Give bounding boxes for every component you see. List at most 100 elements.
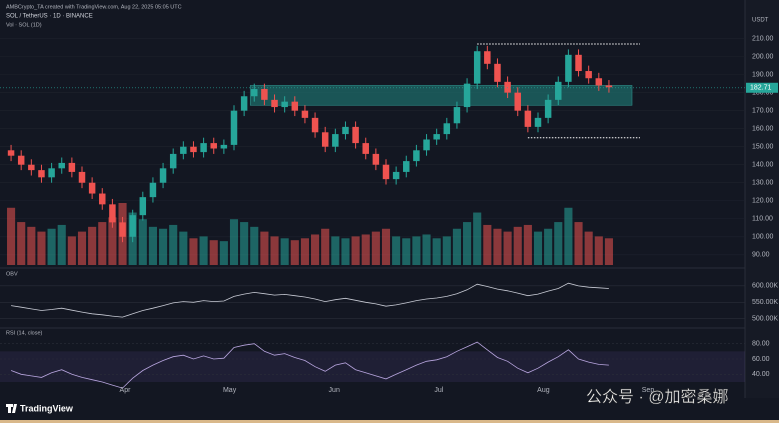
candle-body xyxy=(504,81,511,93)
volume-bar xyxy=(169,224,178,265)
x-tick-label: Jun xyxy=(329,387,340,394)
last-price-tag xyxy=(746,82,778,93)
footer-border xyxy=(0,420,779,423)
volume-bar xyxy=(240,222,249,265)
volume-bar xyxy=(523,224,532,265)
volume-bar xyxy=(57,224,66,265)
candle-body xyxy=(494,63,501,82)
brand: TradingView xyxy=(20,403,74,413)
candle-body xyxy=(68,162,76,172)
candle-body xyxy=(129,215,136,237)
candle-body xyxy=(575,54,582,72)
volume-bar xyxy=(229,219,239,265)
candle-body xyxy=(403,161,410,172)
x-tick-label: Apr xyxy=(120,387,132,394)
volume-bar xyxy=(503,231,512,265)
candle-body xyxy=(291,101,299,111)
volume-bar xyxy=(138,219,147,265)
volume-bar xyxy=(392,236,401,265)
last-price-label: 182.71 xyxy=(750,85,772,92)
volume-bar xyxy=(574,222,583,265)
candle-body xyxy=(78,171,86,183)
volume-bar xyxy=(27,226,36,265)
currency: USDT xyxy=(752,18,769,24)
candle-body xyxy=(352,126,359,144)
volume-bar xyxy=(7,207,16,265)
x-tick-label: Jul xyxy=(434,387,443,394)
brand-logo xyxy=(6,404,17,413)
y-tick-label: 110.00 xyxy=(752,216,773,223)
volume-bar xyxy=(37,231,46,265)
y-tick-label: 60.00 xyxy=(752,356,770,363)
volume-bar xyxy=(88,226,97,265)
candle-body xyxy=(180,146,187,154)
candle-body xyxy=(139,197,147,216)
candle-body xyxy=(7,150,15,156)
candle-body xyxy=(362,143,369,154)
volume-bar xyxy=(584,231,593,265)
y-tick-label: 600.00K xyxy=(752,283,778,290)
volume-bar xyxy=(351,236,360,265)
rsi-name: RSI (14, close) xyxy=(6,330,43,336)
volume-bar xyxy=(554,222,563,265)
candle-body xyxy=(200,143,207,153)
volume-bar xyxy=(98,222,107,265)
volume-bar xyxy=(544,228,553,265)
candle-body xyxy=(605,85,613,88)
volume-bar xyxy=(179,231,188,265)
volume-bar xyxy=(432,238,441,265)
candle-body xyxy=(301,110,309,118)
y-tick-label: 190.00 xyxy=(752,71,774,78)
volume-bar xyxy=(189,238,198,265)
watermark: 公众号 · @加密桑娜 xyxy=(586,388,728,406)
candle-body xyxy=(48,168,55,178)
volume-bar xyxy=(331,236,340,265)
x-tick-label: Sep xyxy=(642,387,655,394)
volume-bar xyxy=(270,236,279,265)
volume-bar xyxy=(463,222,472,265)
volume-bar xyxy=(108,217,117,265)
obv-name: OBV xyxy=(6,271,18,277)
candle-body xyxy=(423,139,430,151)
volume-bar xyxy=(402,238,411,265)
volume-bar xyxy=(513,226,522,265)
y-tick-label: 140.00 xyxy=(752,162,774,169)
candle-body xyxy=(595,78,603,86)
volume-bar xyxy=(483,224,492,265)
candle-body xyxy=(433,134,440,140)
volume-bar xyxy=(17,222,26,265)
candle-body xyxy=(484,51,491,64)
volume-bar xyxy=(209,240,218,265)
volume-bar xyxy=(199,236,208,265)
candle-body xyxy=(149,182,157,198)
volume-bar xyxy=(47,228,56,265)
candle-body xyxy=(38,170,45,178)
candle-body xyxy=(392,171,400,180)
y-tick-label: 100.00 xyxy=(752,234,774,241)
volume-bar xyxy=(290,240,299,265)
candle-body xyxy=(58,162,65,169)
volume-bar xyxy=(67,236,76,265)
candle-body xyxy=(332,134,339,147)
y-tick-label: 90.00 xyxy=(752,252,770,259)
candle-body xyxy=(463,83,471,108)
volume-bar xyxy=(77,231,87,265)
volume-bar xyxy=(493,228,502,265)
y-tick-label: 150.00 xyxy=(752,144,774,151)
volume-bar xyxy=(361,234,370,265)
volume-bar xyxy=(533,231,543,265)
candle-body xyxy=(443,123,451,135)
x-tick-label: May xyxy=(223,387,237,394)
x-tick-label: Aug xyxy=(537,387,550,394)
volume-bar xyxy=(442,236,451,265)
volume-bar xyxy=(594,236,603,265)
y-tick-label: 180.00 xyxy=(752,89,774,96)
candle-body xyxy=(240,96,248,111)
volume-bar xyxy=(422,234,431,265)
rsi-line xyxy=(10,341,609,389)
y-tick-label: 200.00 xyxy=(752,53,774,60)
chart-subtitle: SOL / TetherUS · 1D · BINANCE xyxy=(6,14,93,20)
y-tick-label: 160.00 xyxy=(752,126,774,133)
candle-body xyxy=(534,117,542,127)
